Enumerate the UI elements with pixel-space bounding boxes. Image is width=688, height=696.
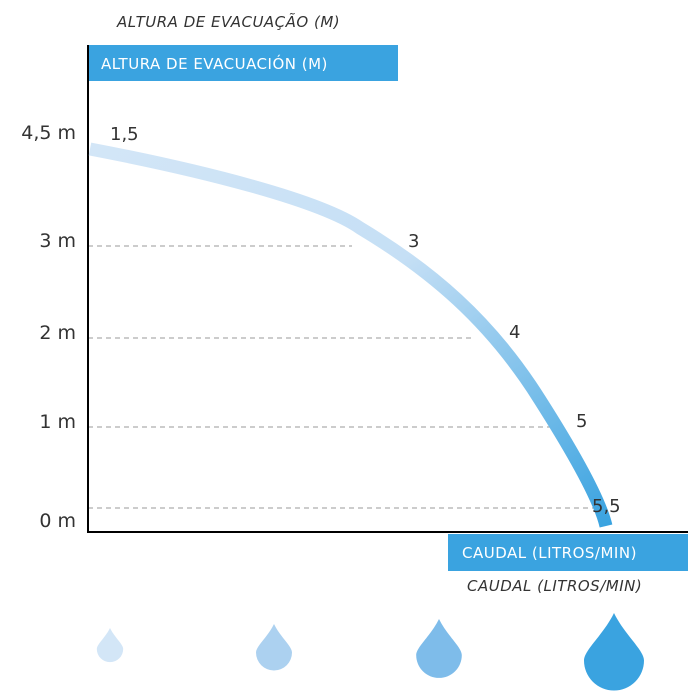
point-label: 3 xyxy=(408,231,419,252)
x-axis-title-box xyxy=(448,534,688,571)
point-label: 4 xyxy=(509,322,520,343)
point-label: 5 xyxy=(576,411,587,432)
y-tick-label: 1 m xyxy=(39,411,76,433)
y-tick-label: 4,5 m xyxy=(21,122,76,144)
series-curve xyxy=(88,142,613,528)
water-drop-icon xyxy=(584,613,644,691)
x-axis-title-pt: CAUDAL (LITROS/MIN) xyxy=(467,577,642,595)
water-drop-icon xyxy=(96,628,124,663)
y-tick-label: 0 m xyxy=(39,510,76,532)
y-tick-label: 3 m xyxy=(39,230,76,252)
y-axis-title-box xyxy=(88,45,398,81)
point-labels: 1,5 3 4 5 5,5 xyxy=(110,124,621,517)
y-axis-title-es: ALTURA DE EVACUACIÓN (M) xyxy=(101,54,328,73)
y-tick-label: 2 m xyxy=(39,322,76,344)
drop-icons xyxy=(96,613,644,691)
y-axis-title-pt: ALTURA DE EVACUAÇÃO (M) xyxy=(116,12,340,31)
point-label: 1,5 xyxy=(110,124,139,145)
grid-guides xyxy=(88,245,596,509)
y-tick-labels: 4,5 m 3 m 2 m 1 m 0 m xyxy=(21,122,76,532)
point-label: 5,5 xyxy=(592,496,621,517)
water-drop-icon xyxy=(416,619,462,678)
water-drop-icon xyxy=(256,624,292,671)
x-axis-title-es: CAUDAL (LITROS/MIN) xyxy=(462,544,637,562)
